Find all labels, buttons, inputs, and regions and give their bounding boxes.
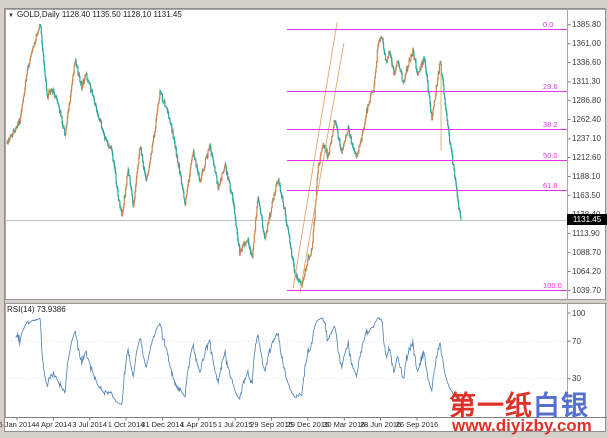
chart-symbol-ohlc-title: GOLD,Daily 1128.40 1135.50 1128.10 1131.… <box>16 10 182 19</box>
price-axis-label: 1311.30 <box>572 77 601 87</box>
price-axis-label: 1286.80 <box>572 96 601 106</box>
current-price-box: 1131.45 <box>567 214 607 226</box>
price-axis-label: 1262.40 <box>572 114 601 124</box>
rsi-indicator-label: RSI(14) 73.9386 <box>7 305 66 314</box>
price-axis-label: 1361.00 <box>572 39 601 49</box>
fib-line[interactable] <box>287 159 567 161</box>
time-axis-border <box>5 417 607 418</box>
chart-title-overlay: ▼ GOLD,Daily 1128.40 1135.50 1128.10 1131… <box>8 10 182 19</box>
price-axis-label: 1088.70 <box>572 248 601 258</box>
fib-level-label: 61.8 <box>543 181 558 191</box>
time-axis-label: 1 Jul 2015 <box>217 420 253 429</box>
time-axis-label: 29 Dec 2015 <box>286 420 330 429</box>
rsi-axis-label: 100 <box>572 308 586 318</box>
price-axis-label: 1336.60 <box>572 57 601 67</box>
price-axis-label: 1113.90 <box>572 228 600 238</box>
fib-line[interactable] <box>287 290 567 292</box>
fib-line[interactable] <box>287 90 567 92</box>
time-axis-label: 28 Jun 2016 <box>359 420 402 429</box>
fib-level-label: 23.6 <box>543 81 558 91</box>
price-axis-label: 1163.50 <box>572 190 601 200</box>
price-axis-label: 1385.80 <box>572 20 601 30</box>
price-axis-label: 1188.10 <box>572 171 601 181</box>
rsi-axis-label: 30 <box>572 374 581 384</box>
fib-level-label: 100.0 <box>543 281 562 291</box>
time-axis-label: 1 Oct 2014 <box>107 420 145 429</box>
time-axis-label: 6 Jan 2014 <box>0 420 36 429</box>
fib-line[interactable] <box>287 128 567 130</box>
price-axis-label: 1237.10 <box>572 134 601 144</box>
time-axis-label: 1 Apr 2015 <box>180 420 217 429</box>
rsi-axis-label: 70 <box>572 336 581 346</box>
fib-line[interactable] <box>287 190 567 192</box>
time-axis-label: 3 Jul 2014 <box>72 420 108 429</box>
plot-left-border <box>5 9 6 418</box>
time-axis-label: 4 Apr 2014 <box>35 420 72 429</box>
fib-level-label: 38.2 <box>543 119 558 129</box>
price-axis-separator <box>567 9 568 418</box>
plot-top-border <box>5 9 607 10</box>
fib-level-label: 50.0 <box>543 150 558 160</box>
price-axis-label: 1064.20 <box>572 266 601 276</box>
price-axis-label: 1212.60 <box>572 153 601 163</box>
time-axis-label: 29 Sep 2015 <box>250 420 293 429</box>
current-price-value: 1131.45 <box>572 215 602 225</box>
fib-level-label: 0.0 <box>543 20 554 30</box>
fib-line[interactable] <box>287 29 567 31</box>
panel-splitter[interactable] <box>5 299 607 304</box>
time-axis-label: 31 Dec 2014 <box>141 420 184 429</box>
time-axis-label: 30 Mar 2016 <box>323 420 366 429</box>
chart-dropdown-arrow-icon[interactable]: ▼ <box>8 13 14 19</box>
time-axis-label: 26 Sep 2016 <box>395 420 439 429</box>
price-axis-label: 1039.70 <box>572 285 601 295</box>
